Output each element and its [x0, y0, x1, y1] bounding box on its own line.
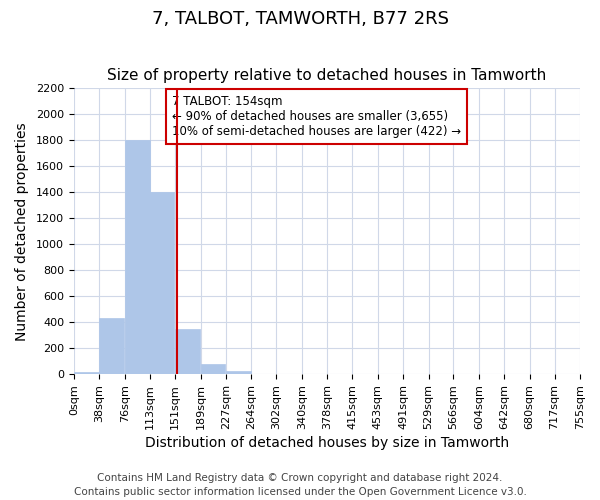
- Bar: [149, 192, 175, 374]
- Bar: [200, 364, 226, 374]
- Bar: [226, 371, 251, 374]
- Bar: [74, 372, 99, 374]
- Text: 7, TALBOT, TAMWORTH, B77 2RS: 7, TALBOT, TAMWORTH, B77 2RS: [151, 10, 449, 28]
- Bar: [175, 328, 200, 374]
- Text: 7 TALBOT: 154sqm
← 90% of detached houses are smaller (3,655)
10% of semi-detach: 7 TALBOT: 154sqm ← 90% of detached house…: [172, 95, 461, 138]
- Text: Contains HM Land Registry data © Crown copyright and database right 2024.
Contai: Contains HM Land Registry data © Crown c…: [74, 473, 526, 497]
- X-axis label: Distribution of detached houses by size in Tamworth: Distribution of detached houses by size …: [145, 436, 509, 450]
- Bar: [125, 140, 149, 374]
- Bar: [100, 318, 124, 374]
- Title: Size of property relative to detached houses in Tamworth: Size of property relative to detached ho…: [107, 68, 547, 83]
- Y-axis label: Number of detached properties: Number of detached properties: [15, 122, 29, 340]
